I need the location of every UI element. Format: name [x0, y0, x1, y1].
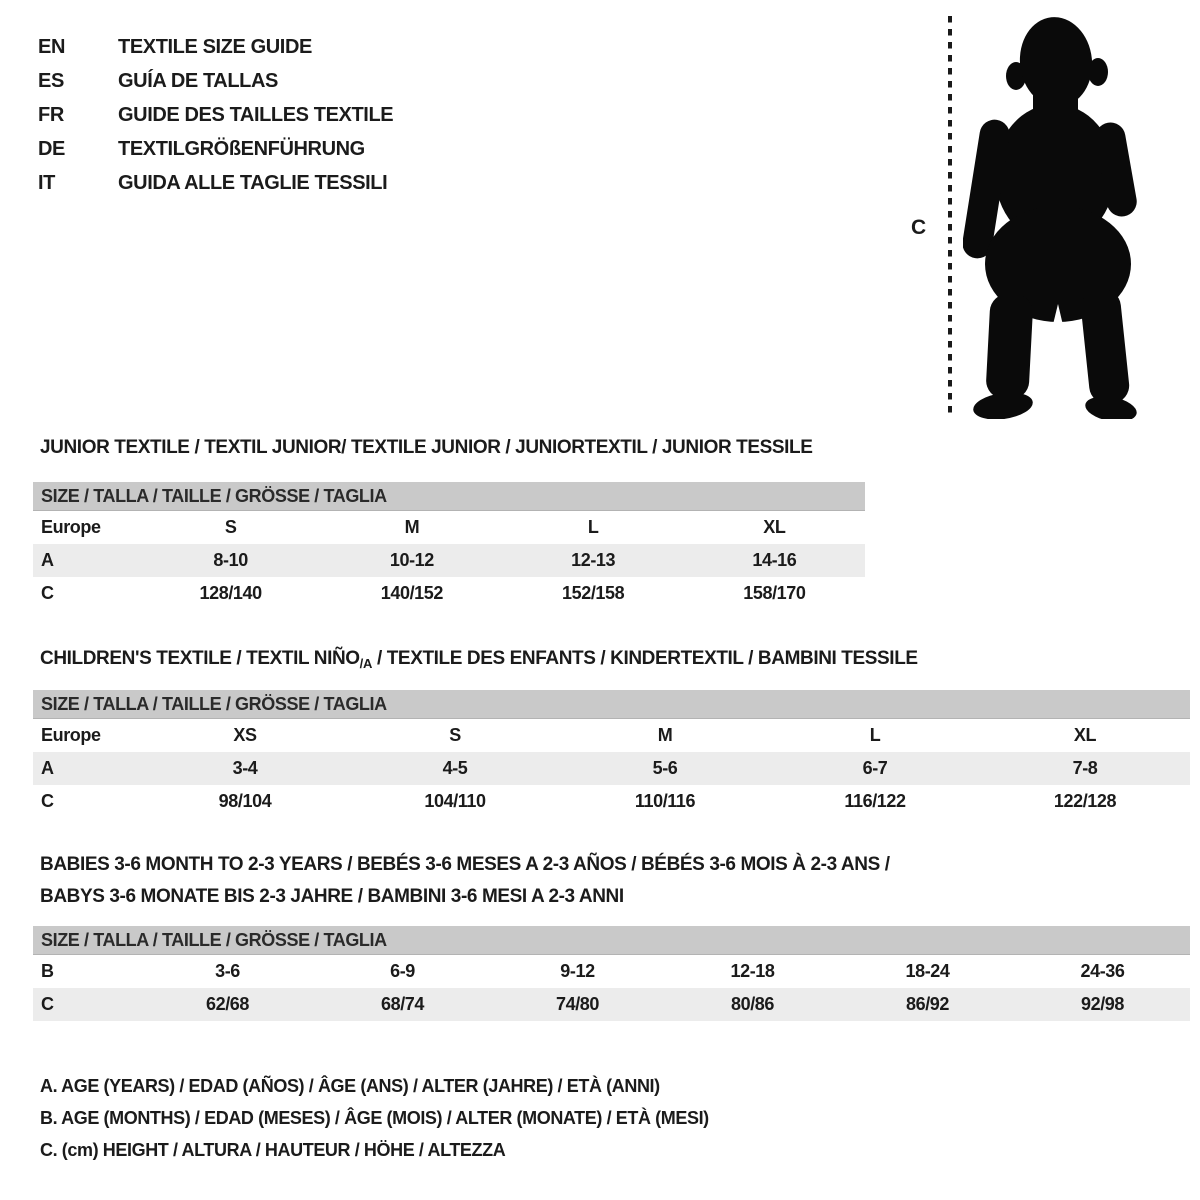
data-cell: 4-5 — [442, 758, 468, 778]
data-cell: 152/158 — [561, 583, 625, 603]
language-title: GUIDA ALLE TAGLIE TESSILI — [118, 171, 388, 194]
table-row-c: C 62/68 68/74 74/80 80/86 86/92 92/98 — [33, 988, 1190, 1021]
section-title-babies: BABIES 3-6 MONTH TO 2-3 YEARS / BEBÉS 3-… — [40, 849, 1000, 913]
data-cell: 18-24 — [905, 961, 950, 981]
data-cell: 3-4 — [232, 758, 258, 778]
size-table-babies: SIZE / TALLA / TAILLE / GRÖSSE / TAGLIA … — [33, 926, 1190, 1021]
height-dashed-line — [948, 16, 952, 416]
column-header-cell: L — [869, 725, 881, 745]
data-cell: 80/86 — [730, 994, 775, 1014]
data-cell: 128/140 — [199, 583, 262, 603]
language-title: GUÍA DE TALLAS — [118, 69, 278, 92]
section-title-junior: JUNIOR TEXTILE / TEXTIL JUNIOR/ TEXTILE … — [40, 437, 813, 458]
nino-a-subscript: /A — [359, 656, 373, 671]
column-header-cell: XS — [233, 725, 257, 745]
data-cell: 10-12 — [389, 550, 434, 570]
column-header-cell: S — [224, 517, 237, 537]
language-code: EN — [38, 35, 65, 58]
data-cell: 62/68 — [205, 994, 250, 1014]
data-cell: 104/110 — [424, 791, 486, 811]
table-row-a: A 8-10 10-12 12-13 14-16 — [33, 544, 865, 577]
section-title-babies-line2: BABYS 3-6 MONATE BIS 2-3 JAHRE / BAMBINI… — [40, 886, 624, 907]
data-cell: 122/128 — [1053, 791, 1117, 811]
language-title: TEXTILE SIZE GUIDE — [118, 35, 312, 58]
language-title: TEXTILGRÖßENFÜHRUNG — [118, 137, 365, 160]
size-table-junior: SIZE / TALLA / TAILLE / GRÖSSE / TAGLIA … — [33, 482, 865, 610]
language-row-en: EN TEXTILE SIZE GUIDE — [38, 30, 393, 64]
toddler-silhouette-icon — [963, 17, 1137, 419]
data-cell: 14-16 — [752, 550, 797, 570]
data-cell: 5-6 — [652, 758, 678, 778]
row-label-cell: A — [41, 550, 54, 570]
data-cell: 6-7 — [862, 758, 888, 778]
column-header-cell: Europe — [41, 725, 101, 745]
data-cell: 86/92 — [905, 994, 950, 1014]
language-row-fr: FR GUIDE DES TAILLES TEXTILE — [38, 98, 394, 132]
data-cell: 8-10 — [213, 550, 248, 570]
row-label-cell: C — [41, 994, 54, 1014]
language-code: FR — [38, 103, 64, 126]
language-title: GUIDE DES TAILLES TEXTILE — [118, 103, 394, 126]
data-cell: 6-9 — [390, 961, 415, 981]
section-title-children-text: CHILDREN'S TEXTILE / TEXTIL NIÑO — [40, 648, 360, 669]
data-cell: 74/80 — [555, 994, 600, 1014]
column-header-cell: L — [587, 517, 599, 537]
language-code: DE — [38, 137, 65, 160]
language-row-es: ES GUÍA DE TALLAS — [38, 64, 393, 98]
column-header-cell: M — [404, 517, 420, 537]
data-cell: 3-6 — [215, 961, 240, 981]
language-row-de: DE TEXTILGRÖßENFÜHRUNG — [38, 132, 393, 166]
column-header-cell: XL — [763, 517, 786, 537]
data-cell: 12-18 — [730, 961, 775, 981]
row-label-cell: A — [41, 758, 54, 778]
data-cell: 110/116 — [634, 791, 696, 811]
table-row-c: C 128/140 140/152 152/158 158/170 — [33, 577, 865, 610]
notes-list: A. AGE (YEARS) / EDAD (AÑOS) / ÂGE (ANS)… — [40, 1070, 709, 1166]
size-table-children: SIZE / TALLA / TAILLE / GRÖSSE / TAGLIA … — [33, 690, 1190, 818]
data-cell: 9-12 — [560, 961, 595, 981]
column-header-cell: M — [657, 725, 673, 745]
note-line-c: C. (cm) HEIGHT / ALTURA / HAUTEUR / HÖHE… — [40, 1140, 506, 1160]
height-measure-label: C — [911, 216, 926, 239]
table-row-header: Europe S M L XL — [33, 511, 865, 544]
language-list: EN TEXTILE SIZE GUIDE ES GUÍA DE TALLAS … — [38, 30, 394, 200]
size-table-header: SIZE / TALLA / TAILLE / GRÖSSE / TAGLIA — [33, 482, 865, 511]
data-cell: 158/170 — [743, 583, 806, 603]
size-table-header: SIZE / TALLA / TAILLE / GRÖSSE / TAGLIA — [33, 926, 1190, 955]
section-title-babies-line1: BABIES 3-6 MONTH TO 2-3 YEARS / BEBÉS 3-… — [40, 854, 890, 875]
table-row-a: A 3-4 4-5 5-6 6-7 7-8 — [33, 752, 1190, 785]
data-cell: 98/104 — [218, 791, 272, 811]
section-title-children: CHILDREN'S TEXTILE / TEXTIL NIÑO/A / TEX… — [40, 648, 918, 671]
note-line-a: A. AGE (YEARS) / EDAD (AÑOS) / ÂGE (ANS)… — [40, 1076, 660, 1096]
column-header-cell: XL — [1073, 725, 1097, 745]
table-row-c: C 98/104 104/110 110/116 116/122 122/128 — [33, 785, 1190, 818]
column-header-cell: S — [449, 725, 461, 745]
row-label-cell: B — [41, 961, 54, 981]
data-cell: 24-36 — [1080, 961, 1125, 981]
data-cell: 92/98 — [1080, 994, 1125, 1014]
data-cell: 116/122 — [844, 791, 906, 811]
data-cell: 7-8 — [1072, 758, 1098, 778]
language-code: IT — [38, 171, 55, 194]
table-row-header: Europe XS S M L XL — [33, 719, 1190, 752]
size-table-header: SIZE / TALLA / TAILLE / GRÖSSE / TAGLIA — [33, 690, 1190, 719]
language-row-it: IT GUIDA ALLE TAGLIE TESSILI — [38, 166, 393, 200]
row-label-cell: C — [41, 583, 54, 603]
row-label-cell: C — [41, 791, 54, 811]
section-title-children-text2: / TEXTILE DES ENFANTS / KINDERTEXTIL / B… — [372, 648, 918, 669]
language-code: ES — [38, 69, 64, 92]
data-cell: 12-13 — [571, 550, 616, 570]
data-cell: 68/74 — [380, 994, 425, 1014]
note-line-b: B. AGE (MONTHS) / EDAD (MESES) / ÂGE (MO… — [40, 1108, 709, 1128]
table-row-b: B 3-6 6-9 9-12 12-18 18-24 24-36 — [33, 955, 1190, 988]
column-header-cell: Europe — [41, 517, 101, 537]
data-cell: 140/152 — [380, 583, 444, 603]
